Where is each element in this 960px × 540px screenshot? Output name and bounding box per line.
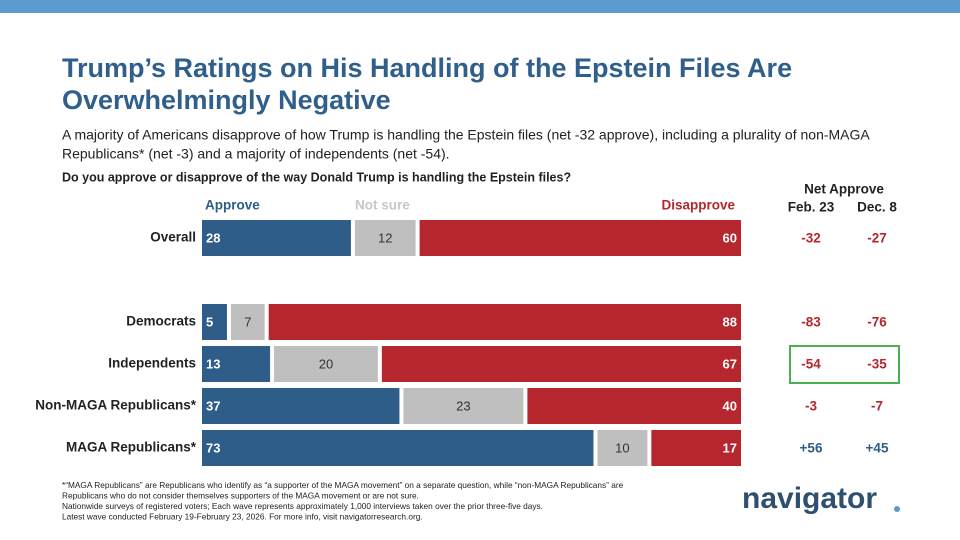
value-label: 12 xyxy=(378,230,392,245)
category-label: Democrats xyxy=(126,314,196,329)
value-label: 40 xyxy=(723,398,737,413)
logo-dot xyxy=(894,506,900,512)
net-value: +45 xyxy=(866,441,889,456)
bar-segment xyxy=(202,220,351,256)
value-label: 60 xyxy=(723,230,737,245)
net-value: -32 xyxy=(801,231,821,246)
value-label: 5 xyxy=(206,314,213,329)
net-value: -7 xyxy=(871,399,883,414)
highlight-box xyxy=(789,345,900,384)
net-column-header: Dec. 8 xyxy=(857,200,897,215)
value-label: 73 xyxy=(206,440,220,455)
question: Do you approve or disapprove of the way … xyxy=(62,170,571,184)
bar-segment xyxy=(597,430,648,466)
value-label: 13 xyxy=(206,356,220,371)
bar-segment xyxy=(354,220,416,256)
legend-label: Not sure xyxy=(355,198,410,213)
title: Overwhelmingly Negative xyxy=(62,85,391,115)
net-title: Net Approve xyxy=(804,182,884,197)
bar-segment xyxy=(527,388,741,424)
category-label: Independents xyxy=(108,356,196,371)
net-value: -35 xyxy=(867,357,887,372)
bar-segment xyxy=(651,430,741,466)
value-label: 23 xyxy=(456,398,470,413)
footnote: Latest wave conducted February 19-Februa… xyxy=(62,512,423,522)
value-label: 37 xyxy=(206,398,220,413)
bar-segment xyxy=(268,304,741,340)
category-label: MAGA Republicans* xyxy=(66,440,197,455)
subtitle: Republicans* (net -3) and a majority of … xyxy=(62,146,450,162)
net-value: -27 xyxy=(867,231,887,246)
category-label: Overall xyxy=(150,230,196,245)
net-value: -83 xyxy=(801,315,821,330)
bar-segment xyxy=(202,430,594,466)
net-column-header: Feb. 23 xyxy=(788,200,835,215)
title: Trump’s Ratings on His Handling of the E… xyxy=(62,53,792,83)
value-label: 67 xyxy=(723,356,737,371)
net-value: +56 xyxy=(800,441,823,456)
net-value: -3 xyxy=(805,399,817,414)
value-label: 28 xyxy=(206,230,220,245)
legend-label: Disapprove xyxy=(661,198,735,213)
logo-text: navigator xyxy=(742,482,877,515)
logo: navigator xyxy=(742,482,900,515)
bar-segment xyxy=(419,220,741,256)
value-label: 10 xyxy=(615,440,629,455)
legend-label: Approve xyxy=(205,198,260,213)
top-band xyxy=(0,0,960,13)
bar-segment xyxy=(403,388,524,424)
value-label: 17 xyxy=(723,440,737,455)
footnote: *“MAGA Republicans” are Republicans who … xyxy=(62,480,624,490)
category-label: Non-MAGA Republicans* xyxy=(35,398,197,413)
footnote: Nationwide surveys of registered voters;… xyxy=(62,501,543,511)
value-label: 7 xyxy=(244,314,251,329)
net-value: -76 xyxy=(867,315,887,330)
bar-segment xyxy=(202,388,400,424)
bar-segment xyxy=(230,304,265,340)
bar-segment xyxy=(202,304,227,340)
bar-segment xyxy=(381,346,741,382)
subtitle: A majority of Americans disapprove of ho… xyxy=(62,127,870,143)
bar-segment xyxy=(202,346,271,382)
net-value: -54 xyxy=(801,357,821,372)
bar-segment xyxy=(274,346,378,382)
footnote: Republicans who do not consider themselv… xyxy=(62,491,419,501)
value-label: 20 xyxy=(319,356,333,371)
value-label: 88 xyxy=(723,314,737,329)
